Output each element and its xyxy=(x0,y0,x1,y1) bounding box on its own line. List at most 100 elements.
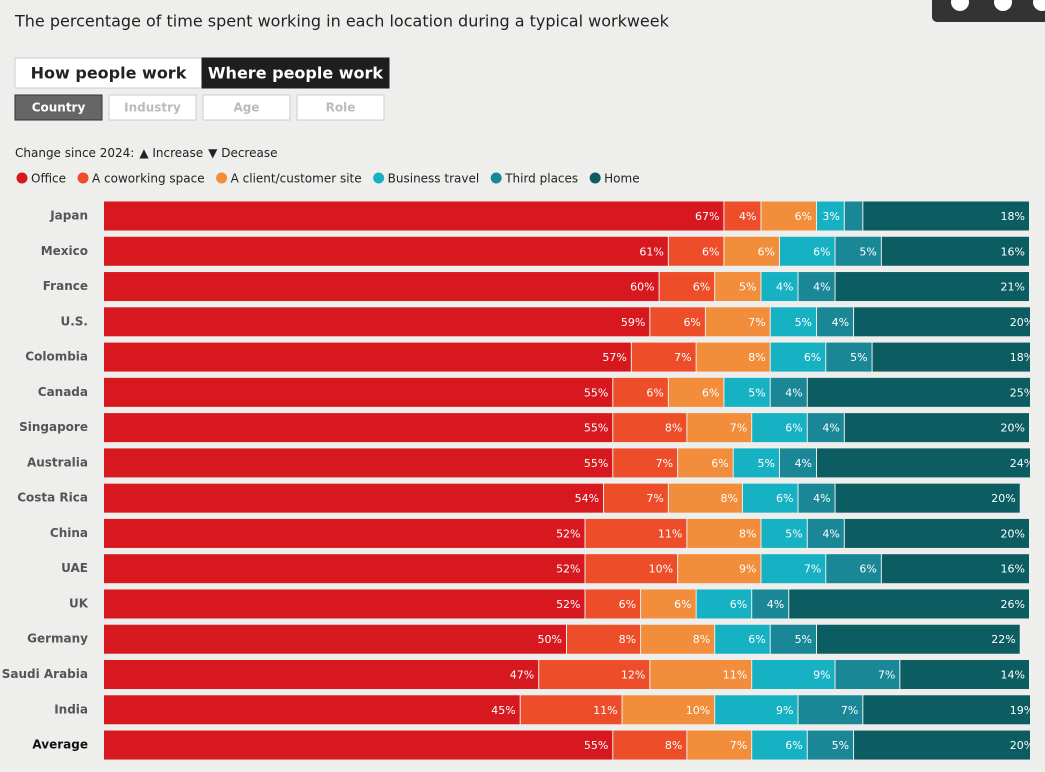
value-label: 47% xyxy=(510,669,534,682)
value-label: 8% xyxy=(665,422,682,435)
legend-swatch xyxy=(77,172,89,184)
value-label: 6% xyxy=(702,245,719,258)
bar-segment xyxy=(872,342,1030,372)
value-label: 8% xyxy=(619,633,636,646)
value-label: 4% xyxy=(776,281,793,294)
bar-segment xyxy=(863,695,1030,725)
bar-segment xyxy=(863,201,1029,231)
value-label: 59% xyxy=(621,316,645,329)
bar-segment xyxy=(104,624,566,654)
x-icon[interactable] xyxy=(994,0,1012,11)
value-label: 50% xyxy=(538,633,562,646)
filter-button[interactable] xyxy=(296,94,385,121)
value-label: 55% xyxy=(584,386,608,399)
value-label: 19% xyxy=(1010,704,1034,717)
category-label: France xyxy=(43,279,88,293)
legend-label: Home xyxy=(604,172,639,186)
bar-segment xyxy=(844,518,1029,548)
filter-label: Industry xyxy=(124,101,181,115)
value-label: 6% xyxy=(693,281,710,294)
value-label: 20% xyxy=(1010,739,1034,752)
value-label: 54% xyxy=(575,492,599,505)
value-label: 6% xyxy=(646,386,663,399)
bar-segment xyxy=(761,201,817,231)
bar-segment xyxy=(900,660,1029,690)
value-label: 8% xyxy=(665,739,682,752)
category-label: Colombia xyxy=(25,350,88,364)
filter-button[interactable] xyxy=(202,94,291,121)
bar-segment xyxy=(585,518,687,548)
bar-segment xyxy=(733,448,779,478)
bar-segment xyxy=(724,236,779,266)
bar-segment xyxy=(631,342,696,372)
bar-segment xyxy=(687,730,752,760)
tab[interactable] xyxy=(14,57,203,89)
category-label: Germany xyxy=(27,632,88,646)
bar-segment xyxy=(705,307,770,337)
change-note-decrease: ▼ Decrease xyxy=(208,146,277,160)
share-box xyxy=(932,0,1045,22)
value-label: 6% xyxy=(813,245,830,258)
legend-label: A coworking space xyxy=(92,172,205,186)
value-label: 4% xyxy=(813,281,830,294)
change-note: Change since 2024: ▲ Increase ▼ Decrease xyxy=(15,146,277,160)
value-label: 5% xyxy=(758,457,775,470)
category-label: Japan xyxy=(49,209,88,223)
value-label: 60% xyxy=(630,281,654,294)
bar-segment xyxy=(770,342,826,372)
bar-segment xyxy=(742,483,798,513)
value-label: 6% xyxy=(674,598,691,611)
value-label: 4% xyxy=(795,457,812,470)
legend-swatch xyxy=(490,172,502,184)
bar-segment xyxy=(104,377,613,407)
bar-segment xyxy=(854,730,1030,760)
bar-segment xyxy=(696,342,770,372)
value-label: 10% xyxy=(649,563,673,576)
bar-segment xyxy=(798,272,835,302)
bar-segment xyxy=(104,554,585,584)
bar-segment xyxy=(687,413,752,443)
bar-segment xyxy=(104,730,613,760)
value-label: 6% xyxy=(702,386,719,399)
value-label: 5% xyxy=(748,386,765,399)
value-label: 55% xyxy=(584,739,608,752)
value-label: 14% xyxy=(1001,669,1025,682)
value-label: 8% xyxy=(739,527,756,540)
linkedin-icon[interactable] xyxy=(951,0,969,11)
filter-button[interactable] xyxy=(108,94,197,121)
bar-segment xyxy=(715,272,761,302)
value-label: 24% xyxy=(1010,457,1034,470)
value-label: 6% xyxy=(785,739,802,752)
facebook-icon[interactable] xyxy=(1033,0,1045,11)
bar-segment xyxy=(613,730,687,760)
bar-segment xyxy=(835,660,900,690)
bar-segment xyxy=(817,624,1020,654)
bar-segment xyxy=(696,589,752,619)
bar-segment xyxy=(724,201,761,231)
category-label: Average xyxy=(32,738,88,752)
bar-segment xyxy=(104,518,585,548)
value-label: 6% xyxy=(730,598,747,611)
bar-segment xyxy=(613,377,668,407)
bar-segment xyxy=(854,307,1030,337)
bar-segment xyxy=(715,624,770,654)
tab[interactable] xyxy=(201,57,390,89)
value-label: 20% xyxy=(1001,527,1025,540)
value-label: 7% xyxy=(730,739,747,752)
value-label: 52% xyxy=(556,598,580,611)
bar-segment xyxy=(104,342,631,372)
value-label: 67% xyxy=(695,210,719,223)
value-label: 20% xyxy=(1001,422,1025,435)
tab-label: Where people work xyxy=(208,64,384,83)
value-label: 5% xyxy=(739,281,756,294)
bar-segment xyxy=(539,660,650,690)
bar-segment xyxy=(881,554,1029,584)
bar-segment xyxy=(104,272,659,302)
bar-segment xyxy=(668,483,742,513)
value-label: 6% xyxy=(748,633,765,646)
value-label: 7% xyxy=(656,457,673,470)
value-label: 11% xyxy=(723,669,747,682)
value-label: 26% xyxy=(1001,598,1025,611)
filter-button[interactable] xyxy=(14,94,103,121)
legend-swatch xyxy=(373,172,385,184)
